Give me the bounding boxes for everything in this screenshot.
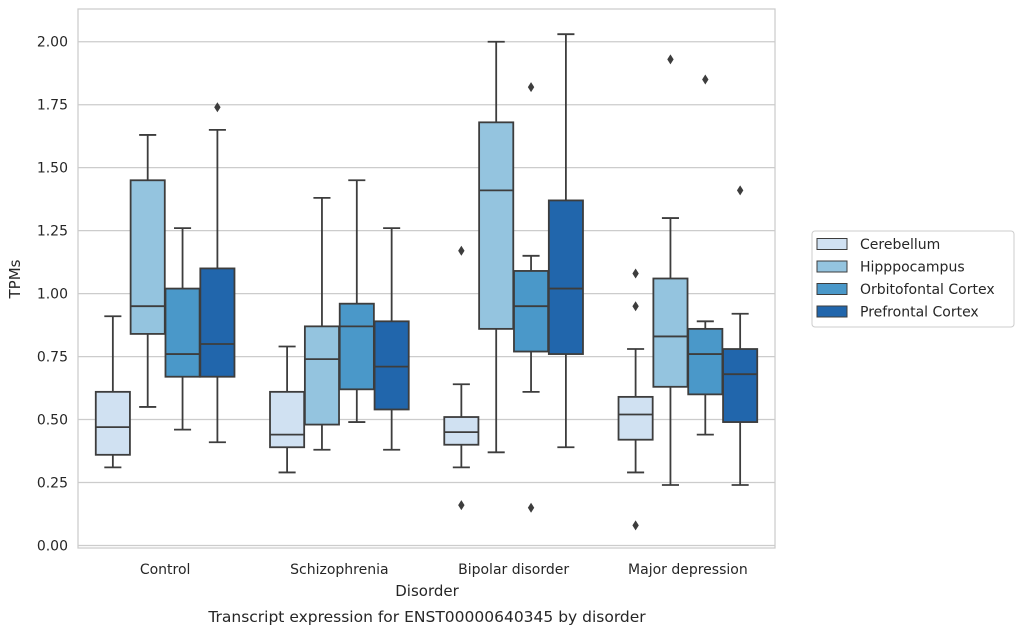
box-hipppocampus	[478, 40, 515, 454]
plot-frame	[77, 8, 776, 549]
y-tick-label: 1.00	[37, 287, 68, 303]
y-tick-label: 0.00	[37, 538, 68, 554]
box-iqr	[617, 395, 654, 441]
box-prefrontal-cortex	[373, 227, 410, 451]
box-hipppocampus	[303, 197, 340, 451]
box-iqr	[443, 416, 480, 446]
outlier-point	[667, 54, 674, 65]
outlier-point	[632, 268, 639, 279]
y-tick-label: 1.75	[37, 98, 68, 114]
box-prefrontal-cortex	[199, 102, 236, 444]
box-iqr	[687, 327, 724, 396]
outlier-point	[632, 301, 639, 312]
box-iqr	[199, 267, 236, 378]
box-orbitofontal-cortex	[164, 227, 201, 431]
legend-swatch	[816, 283, 848, 295]
box-iqr	[129, 179, 166, 335]
box-orbitofontal-cortex	[513, 82, 550, 513]
box-iqr	[373, 320, 410, 411]
box-iqr	[164, 287, 201, 378]
legend-label: Cerebellum	[860, 237, 940, 253]
y-tick-label: 0.50	[37, 413, 68, 429]
box-iqr	[94, 390, 131, 456]
x-tick-label: Schizophrenia	[290, 562, 388, 578]
box-iqr	[303, 325, 340, 426]
outlier-point	[736, 185, 744, 196]
x-tick-label: Major depression	[628, 562, 748, 578]
box-hipppocampus	[652, 54, 689, 486]
x-tick-label: Bipolar disorder	[458, 562, 569, 578]
y-tick-label: 0.25	[37, 476, 68, 492]
outlier-point	[527, 82, 535, 93]
box-iqr	[722, 348, 759, 423]
outlier-point	[527, 502, 535, 513]
y-tick-labels: 0.00 0.25 0.50 0.75 1.00 1.25 1.50 1.75 2.00	[37, 35, 68, 555]
legend: Cerebellum Hipppocampus Orbitofontal Corte…	[811, 230, 1015, 328]
y-tick-label: 1.25	[37, 224, 68, 240]
box-cerebellum	[617, 268, 654, 531]
y-tick-label: 0.75	[37, 350, 68, 366]
box-cerebellum	[94, 315, 131, 469]
box-iqr	[478, 121, 515, 330]
box-prefrontal-cortex	[722, 185, 759, 486]
legend-frame	[811, 230, 1015, 328]
box-cerebellum	[269, 345, 306, 474]
outlier-point	[458, 245, 465, 256]
x-tick-labels: Control Schizophrenia Bipolar disorder Majo…	[140, 562, 748, 578]
box-orbitofontal-cortex	[338, 179, 375, 423]
box-prefrontal-cortex	[547, 33, 584, 449]
box-groups	[94, 33, 759, 531]
box-iqr	[269, 390, 306, 449]
legend-swatch	[816, 260, 848, 273]
legend-label: Prefrontal Cortex	[860, 305, 979, 321]
box-iqr	[513, 270, 550, 353]
box-cerebellum	[443, 245, 480, 511]
legend-label: Orbitofontal Cortex	[860, 282, 995, 298]
legend-swatch	[816, 305, 848, 318]
box-iqr	[652, 277, 689, 388]
outlier-point	[458, 500, 465, 511]
box-orbitofontal-cortex	[687, 74, 724, 436]
legend-swatch	[816, 238, 848, 250]
outlier-point	[214, 102, 221, 113]
box-iqr	[338, 302, 375, 391]
y-tick-label: 1.50	[37, 161, 68, 177]
y-axis-label: TPMs	[6, 259, 24, 299]
x-tick-label: Control	[140, 562, 191, 578]
box-iqr	[547, 199, 584, 355]
outlier-point	[632, 520, 639, 531]
y-tick-label: 2.00	[37, 35, 68, 51]
chart-caption: Transcript expression for ENST0000064034…	[207, 608, 646, 626]
x-axis-label: Disorder	[395, 582, 459, 600]
outlier-point	[702, 74, 709, 85]
legend-label: Hipppocampus	[860, 260, 965, 276]
box-hipppocampus	[129, 134, 166, 408]
